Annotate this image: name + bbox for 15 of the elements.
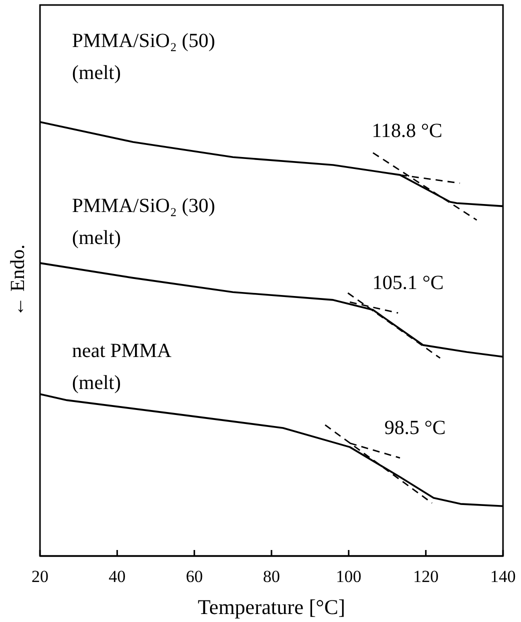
y-axis-title: ← Endo. <box>7 244 29 317</box>
x-tick-label: 80 <box>263 567 280 586</box>
x-tick-label: 20 <box>32 567 48 586</box>
text: PMMA/SiO₂ (50) (melt) <box>72 30 216 84</box>
x-tick-label: 100 <box>336 567 362 586</box>
annotation: 98.5 °C <box>384 417 446 439</box>
annotation: neat PMMA (melt) <box>72 340 172 394</box>
annotation: 105.1 °C <box>372 272 444 294</box>
x-tick-label: 40 <box>108 567 126 586</box>
annotation: 118.8 °C <box>372 120 442 142</box>
annotation: PMMA/SiO₂ (30) (melt) <box>72 195 216 249</box>
x-tick-label: 120 <box>413 567 439 586</box>
x-tick-label: 60 <box>186 567 203 586</box>
x-tick-label: 140 <box>490 567 516 586</box>
x-axis-title: Temperature [°C] <box>198 595 346 619</box>
